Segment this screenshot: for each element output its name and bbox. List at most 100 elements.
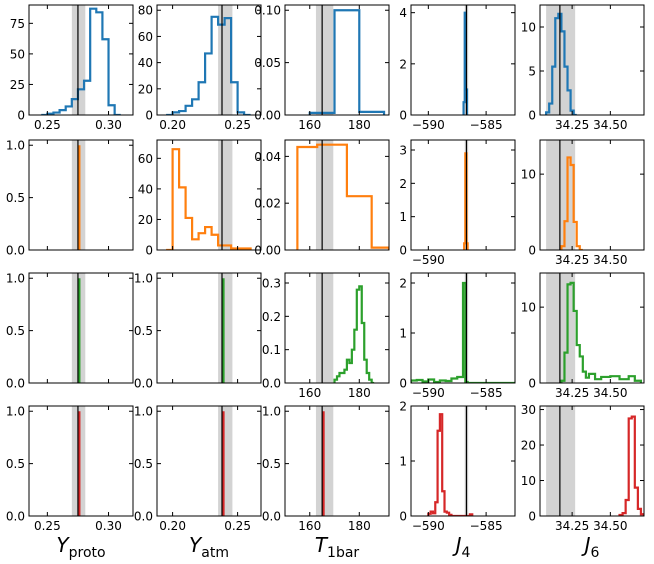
panel-r2-c1: 0.0 0.5 1.0 — [6, 139, 134, 258]
y-tick-label: 0.00 — [254, 109, 281, 123]
axes-frame — [284, 272, 390, 384]
panel-r4-c3: 160 180 0.0 0.5 1.0 T1bar — [262, 405, 390, 561]
panel-r3-c1: 0.0 0.5 1.0 — [6, 272, 134, 391]
y-tick-label: 0.5 — [262, 457, 281, 471]
x-tick-label: 0.20 — [159, 519, 186, 533]
histogram-step — [411, 281, 515, 383]
y-tick-label: 5 — [528, 65, 536, 79]
y-tick-label: 1.0 — [134, 272, 153, 286]
y-tick-label: 0.5 — [6, 457, 25, 471]
axes-frame — [539, 405, 645, 517]
panel-r1-c1: 0.25 0.30 0 25 50 75 — [10, 4, 134, 132]
x-tick-label: 0.30 — [95, 118, 122, 132]
panel-r3-c2: 0.0 0.5 1.0 — [134, 272, 262, 391]
panel-r2-c5: 34.25 34.50 0 10 — [521, 139, 645, 267]
panel-r3-c4: −590 −585 0 1 2 — [399, 272, 516, 400]
plot-area — [71, 406, 86, 516]
y-tick-label: 0.0 — [6, 377, 25, 391]
y-tick-label: 0 — [17, 109, 25, 123]
x-tick-label: 0.30 — [95, 519, 122, 533]
x-axis-label: T1bar — [315, 533, 360, 561]
y-tick-label: 0 — [399, 109, 407, 123]
y-tick-label: 10 — [521, 21, 536, 35]
panel-r2-c2: 0 20 40 60 — [138, 139, 262, 258]
histogram-step — [333, 285, 375, 383]
x-axis-label-subscript: 4 — [461, 545, 470, 561]
x-axis-label: J6 — [581, 533, 600, 561]
plot-area — [41, 5, 121, 115]
y-tick-label: 20 — [521, 439, 536, 453]
histogram-step — [166, 15, 251, 115]
panel-r1-c3: 160 180 0.00 0.05 0.10 — [254, 4, 390, 132]
y-tick-label: 40 — [138, 182, 153, 196]
x-axis-label-subscript: 6 — [590, 545, 599, 561]
x-tick-label: −590 — [412, 118, 445, 132]
x-tick-label: 0.20 — [159, 118, 186, 132]
x-tick-label: 34.25 — [555, 386, 589, 400]
y-tick-label: 30 — [521, 403, 536, 417]
y-tick-label: 1 — [399, 210, 407, 224]
y-tick-label: 0 — [145, 244, 153, 258]
uncertainty-band — [218, 406, 233, 516]
panel-r2-c3: 0.00 0.02 0.04 — [254, 139, 390, 258]
plot-area — [545, 5, 577, 115]
y-tick-label: 0.5 — [134, 457, 153, 471]
x-tick-label: 180 — [348, 386, 371, 400]
panel-r4-c2: 0.20 0.25 0.0 0.5 1.0 Yatm — [134, 405, 262, 561]
y-tick-label: 0 — [528, 244, 536, 258]
panel-r4-c1: 0.25 0.30 0.0 0.5 1.0 Yproto — [6, 405, 134, 561]
uncertainty-band — [315, 140, 334, 250]
x-axis-label: Yatm — [189, 533, 229, 561]
y-tick-label: 1 — [399, 455, 407, 469]
plot-area — [546, 406, 644, 516]
x-tick-label: 34.50 — [593, 386, 627, 400]
y-tick-label: 0 — [399, 377, 407, 391]
y-tick-label: 0 — [528, 377, 536, 391]
plot-area — [308, 5, 386, 115]
plot-area — [462, 5, 469, 115]
histogram-step — [618, 415, 644, 516]
y-tick-label: 0.0 — [262, 377, 281, 391]
histogram-step — [166, 148, 252, 250]
y-tick-label: 0.05 — [254, 56, 281, 70]
y-tick-label: 0 — [145, 109, 153, 123]
y-tick-label: 50 — [10, 47, 25, 61]
plot-area — [71, 273, 86, 383]
axes-frame — [410, 139, 516, 251]
y-tick-label: 1.0 — [6, 139, 25, 153]
y-tick-label: 0.04 — [254, 150, 281, 164]
x-tick-label: −585 — [470, 118, 503, 132]
axes-frame — [410, 4, 516, 116]
histogram-step — [308, 9, 386, 115]
y-tick-label: 20 — [138, 82, 153, 96]
axes-frame — [284, 139, 390, 251]
uncertainty-band — [218, 273, 233, 383]
axes-frame — [156, 405, 262, 517]
plot-area — [315, 273, 375, 383]
histogram-step — [560, 156, 583, 250]
y-tick-label: 0 — [528, 510, 536, 524]
x-tick-label: −585 — [470, 386, 503, 400]
y-tick-label: 10 — [521, 168, 536, 182]
x-axis-label-symbol: T — [315, 533, 329, 557]
axes-frame — [156, 139, 262, 251]
x-tick-label: 160 — [298, 519, 321, 533]
x-tick-label: −585 — [470, 519, 503, 533]
x-tick-label: −590 — [412, 519, 445, 533]
plot-area — [315, 406, 334, 516]
x-axis-label-subscript: atm — [201, 545, 229, 561]
x-axis-label-symbol: Y — [56, 533, 70, 557]
x-axis-label-symbol: J — [452, 533, 462, 557]
uncertainty-band — [546, 273, 576, 383]
x-tick-label: 180 — [348, 118, 371, 132]
plot-area — [218, 406, 233, 516]
y-tick-label: 0 — [528, 109, 536, 123]
y-tick-label: 3 — [399, 144, 407, 158]
panel-r1-c5: 34.25 34.50 0 5 10 — [521, 4, 645, 132]
plot-area — [546, 140, 583, 250]
x-tick-label: −590 — [412, 386, 445, 400]
y-tick-label: 0.5 — [6, 191, 25, 205]
x-tick-label: 0.25 — [34, 519, 61, 533]
x-tick-label: 180 — [348, 519, 371, 533]
